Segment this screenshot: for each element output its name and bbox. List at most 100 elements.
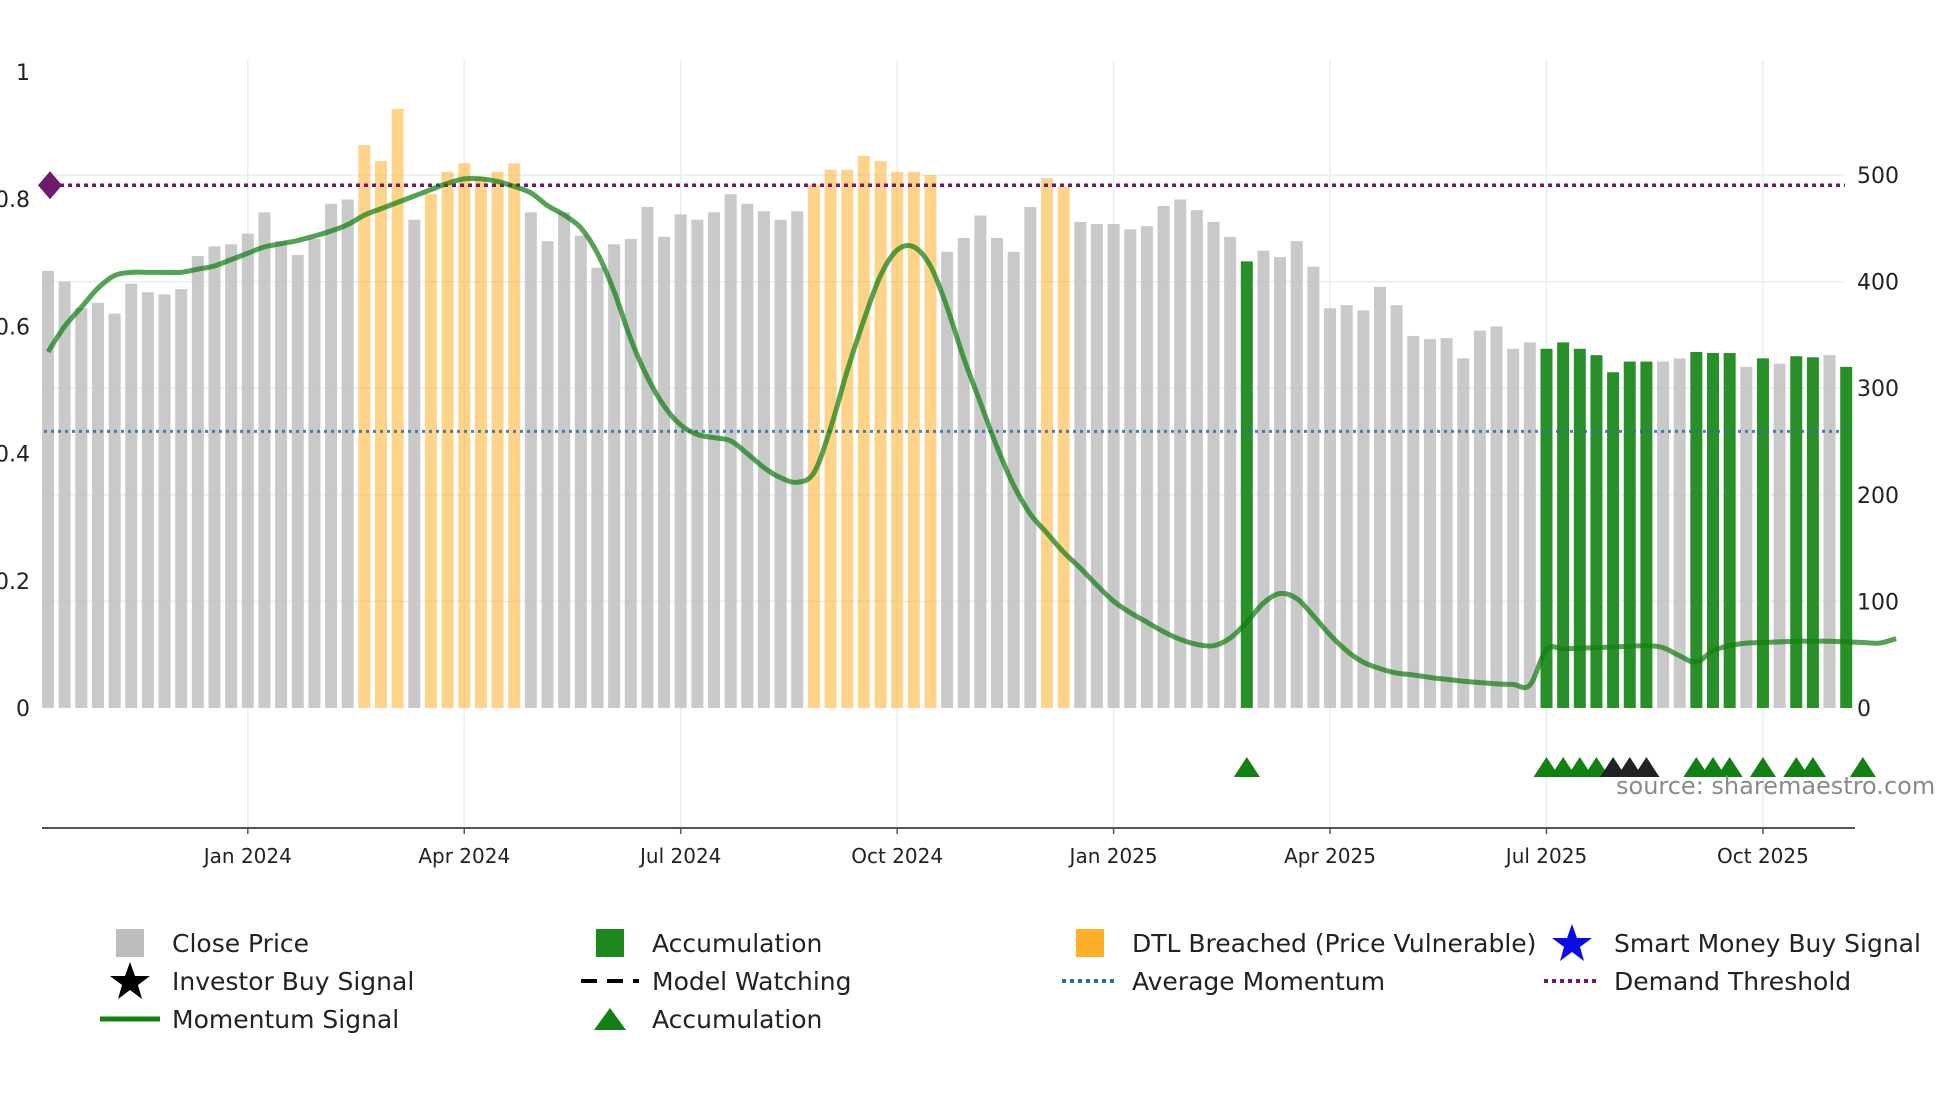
price-bar-green	[1806, 357, 1819, 708]
price-bar-gray	[524, 212, 537, 708]
x-axis-tick-label: Oct 2025	[1717, 844, 1809, 868]
price-bar-gray	[1457, 358, 1470, 708]
price-bar-gray	[724, 194, 737, 709]
price-bar-green	[1607, 372, 1620, 708]
price-bar-gray	[957, 237, 970, 709]
price-bar-gray	[1224, 236, 1237, 708]
accumulation-triangle-icon	[1233, 757, 1260, 777]
source-label: source: sharemaestro.com	[1616, 772, 1936, 800]
price-bar-orange	[391, 108, 404, 708]
price-bar-gray	[141, 292, 154, 708]
price-bar-orange	[358, 145, 371, 709]
price-bar-green	[1590, 355, 1603, 708]
price-bar-gray	[408, 219, 421, 708]
price-bar-orange	[1041, 178, 1053, 708]
x-axis-tick-label: Jul 2025	[1504, 844, 1587, 868]
price-bar-green	[1640, 361, 1653, 708]
price-bar-gray	[1307, 266, 1320, 708]
left-axis-ticks: 0 0.2 0.4 0.6 0.8 1	[0, 61, 30, 722]
accumulation-triangle-icon	[1550, 757, 1577, 777]
price-bar-gray	[774, 219, 787, 708]
price-bar-orange	[424, 194, 437, 709]
price-bar-orange	[508, 163, 521, 709]
left-axis-tick-label: 0.8	[0, 188, 30, 213]
price-bar-gray	[258, 212, 271, 708]
price-bar-green	[1756, 358, 1769, 708]
left-axis-tick-label: 1	[16, 61, 30, 86]
price-bar-gray	[1207, 221, 1220, 709]
price-bar-gray	[757, 211, 770, 708]
price-bar-gray	[1107, 224, 1120, 708]
price-bar-gray	[1773, 363, 1786, 708]
accumulation-triangle-icon	[1683, 757, 1710, 777]
price-bar-green	[1790, 356, 1803, 708]
price-bar-gray	[974, 215, 987, 708]
x-axis-tick-label: Apr 2024	[418, 844, 510, 868]
price-bar-gray	[42, 270, 54, 708]
price-bar-orange	[491, 171, 504, 708]
price-bar-gray	[1523, 342, 1536, 708]
price-bar-orange	[1057, 186, 1070, 708]
price-bar-gray	[225, 244, 238, 709]
price-bar-gray	[1090, 224, 1103, 708]
price-bar-gray	[158, 294, 171, 708]
right-axis-tick-label: 500	[1857, 164, 1899, 189]
price-bar-green	[1707, 353, 1719, 708]
accumulation-triangle-icon	[1566, 757, 1593, 777]
price-bar-gray	[1124, 229, 1137, 708]
price-bar-gray	[674, 214, 687, 708]
right-axis-tick-label: 300	[1857, 377, 1899, 402]
investor-buy-triangle-icon	[1600, 757, 1627, 777]
momentum-signal-line	[45, 175, 1897, 691]
price-bar-orange	[891, 171, 904, 708]
bar-series	[42, 108, 1853, 709]
price-bar-gray	[1490, 326, 1503, 708]
price-bar-gray	[1324, 308, 1337, 708]
price-bar-gray	[1074, 221, 1087, 709]
price-bar-gray	[624, 238, 637, 708]
price-bar-gray	[1374, 286, 1386, 708]
price-bar-gray	[58, 281, 71, 708]
left-axis-tick-label: 0	[16, 697, 30, 722]
price-bar-green	[1723, 353, 1736, 708]
right-axis-tick-label: 0	[1857, 697, 1871, 722]
price-bar-gray	[591, 267, 604, 708]
price-bar-gray	[1157, 205, 1170, 708]
price-bar-gray	[1024, 206, 1037, 709]
price-bar-gray	[708, 212, 720, 708]
left-axis-tick-label: 0.4	[0, 443, 30, 468]
price-bar-gray	[1407, 335, 1420, 708]
price-bar-gray	[1190, 210, 1203, 709]
price-bar-gray	[241, 233, 254, 708]
price-bar-gray	[1174, 199, 1187, 708]
price-bar-gray	[325, 203, 338, 709]
left-axis-tick-label: 0.2	[0, 570, 30, 595]
price-bar-green	[1240, 261, 1253, 708]
price-bar-gray	[941, 251, 954, 708]
price-bar-gray	[1507, 348, 1520, 708]
price-bar-gray	[291, 254, 304, 708]
price-bar-gray	[1357, 310, 1370, 708]
price-bar-gray	[175, 289, 188, 708]
left-axis-tick-label: 0.6	[0, 315, 30, 340]
price-bar-gray	[308, 238, 321, 708]
price-bar-gray	[641, 206, 654, 709]
price-bar-green	[1540, 348, 1553, 708]
price-bar-gray	[191, 256, 204, 708]
x-axis-tick-label: Jul 2024	[638, 844, 721, 868]
price-bar-gray	[108, 313, 121, 708]
accumulation-triangle-icon	[1783, 757, 1810, 777]
right-axis-tick-label: 400	[1857, 271, 1899, 296]
price-bar-orange	[441, 171, 454, 708]
price-bar-gray	[1140, 226, 1153, 708]
price-bar-gray	[1657, 361, 1670, 708]
price-bar-gray	[1290, 241, 1303, 709]
price-bar-gray	[691, 219, 704, 708]
price-bar-gray	[541, 241, 554, 709]
price-bar-orange	[458, 163, 471, 709]
accumulation-triangle-icon	[1533, 757, 1560, 777]
price-bar-gray	[91, 302, 104, 708]
price-bar-gray	[1274, 257, 1287, 708]
price-bar-gray	[75, 308, 88, 708]
price-bar-gray	[1340, 305, 1353, 708]
